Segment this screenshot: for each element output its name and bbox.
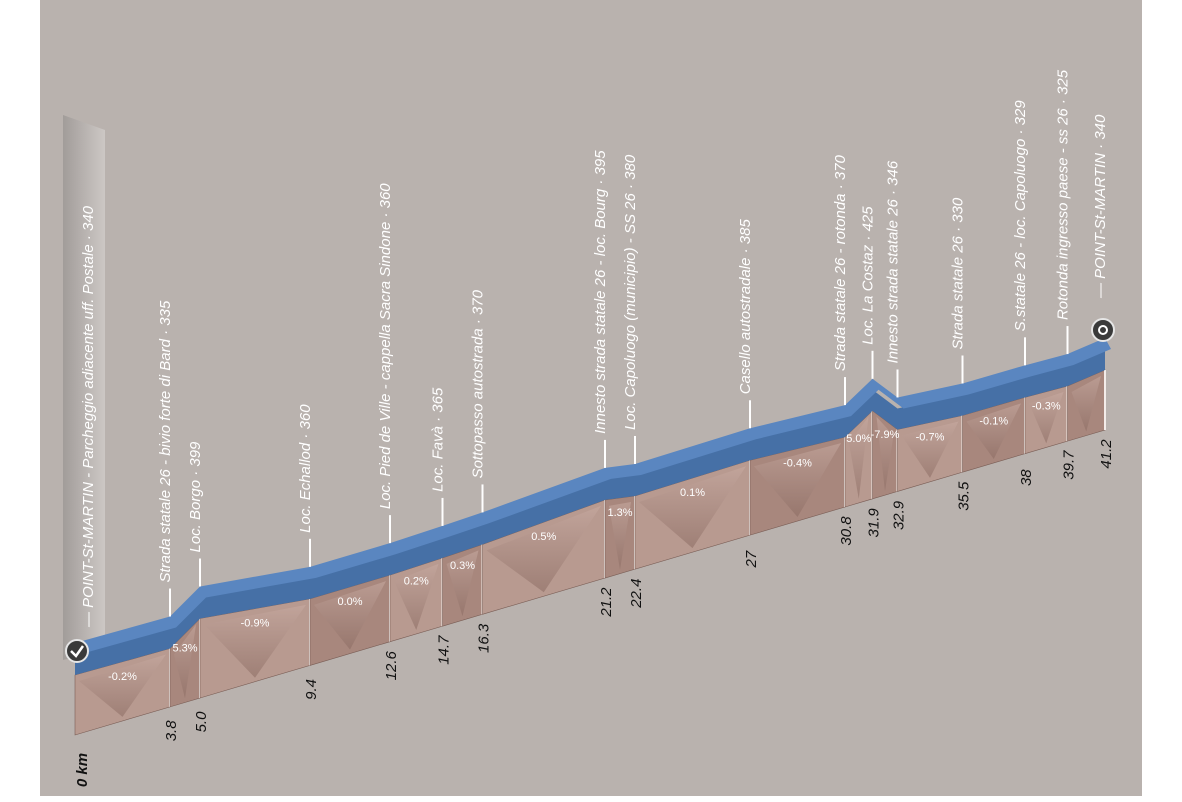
km-label-8: 22.4: [628, 579, 645, 609]
km-label-13: 35.5: [956, 481, 973, 511]
gradient-label-12: -7.9%: [871, 429, 900, 441]
waypoint-label-9: Casello autostradale · 385: [737, 219, 754, 395]
gradient-segment-shade-12: [876, 416, 894, 492]
waypoint-labels: — POINT-St-MARTIN - Parcheggio adiacente…: [80, 69, 1109, 628]
start-marker-icon: [65, 639, 89, 663]
gradient-segment-shade-16: [1071, 376, 1101, 432]
gradient-labels: -0.2% 5.3% -0.9% 0.0% 0.2% 0.3% 0.5% 1.3% 0.1% -0…: [108, 401, 1061, 683]
km-label-14: 38: [1018, 469, 1035, 486]
gradient-label-2: 5.3%: [172, 643, 197, 655]
route-ribbon: [75, 338, 1111, 675]
gradient-label-15: -0.3%: [1032, 401, 1061, 413]
gradient-segment-shade-9: [639, 466, 746, 549]
gradient-label-8: 1.3%: [607, 507, 632, 519]
gradient-segment-shade-10: [754, 443, 841, 518]
waypoint-label-2: Loc. Borgo · 399: [187, 441, 204, 553]
gradient-label-11: 5.0%: [846, 433, 871, 445]
gradient-label-4: 0.0%: [337, 596, 362, 608]
km-label-4: 12.6: [383, 650, 400, 680]
waypoint-label-16: — POINT-St-MARTIN · 340: [1092, 114, 1109, 299]
km-start-label: 0 km: [74, 753, 91, 787]
km-label-11: 31.9: [866, 508, 883, 538]
gradient-segment-shade-15: [1029, 392, 1064, 444]
gradient-segment-shade-6: [446, 550, 479, 617]
gradient-label-9: 0.1%: [680, 487, 705, 499]
waypoint-label-3: Loc. Echallod · 360: [297, 404, 314, 533]
km-label-3: 9.4: [303, 679, 320, 700]
gradient-label-10: -0.4%: [783, 458, 812, 470]
gradient-label-14: -0.1%: [979, 415, 1008, 427]
waypoint-label-10: Strada statale 26 - rotonda · 370: [832, 154, 849, 371]
gradient-label-1: -0.2%: [108, 671, 137, 683]
gradient-segment-shade-4: [314, 581, 386, 650]
waypoint-label-14: S.statale 26 - loc. Capoluogo · 329: [1012, 100, 1029, 332]
waypoint-label-8: Loc. Capoluogo (municipio) - SS 26 · 380: [622, 154, 639, 430]
waypoint-label-5: Loc. Favà · 365: [430, 387, 447, 492]
km-label-9: 27: [743, 550, 760, 568]
waypoint-label-13: Strada statale 26 · 330: [950, 197, 967, 349]
gradient-segment-shade-7: [486, 505, 601, 593]
gradient-segment-shade-3: [204, 604, 306, 678]
gradient-segment-shade-14: [966, 403, 1021, 459]
route-ribbon-front: [75, 349, 1105, 675]
waypoint-label-1: Strada statale 26 - bivio forte di Bard …: [157, 300, 174, 582]
finish-ring-icon: [1098, 325, 1108, 335]
km-label-7: 21.2: [598, 587, 615, 618]
gradient-segment-shade-11: [849, 416, 869, 499]
km-label-10: 30.8: [838, 516, 855, 546]
start-finish-markers: [65, 318, 1115, 663]
km-label-12: 32.9: [891, 500, 908, 530]
gradient-label-3: -0.9%: [241, 618, 270, 630]
gradient-segments: [74, 369, 1106, 736]
gradient-label-6: 0.3%: [450, 560, 475, 572]
gradient-label-7: 0.5%: [531, 531, 556, 543]
finish-marker-icon: [1091, 318, 1115, 342]
gradient-segment-shade-2: [174, 624, 196, 699]
waypoint-label-12: Innesto strada statale 26 · 346: [885, 160, 902, 363]
waypoint-label-6: Sottopasso autostrada · 370: [470, 289, 487, 478]
waypoint-label-15: Rotonda ingresso paese - ss 26 · 325: [1055, 69, 1072, 320]
gradient-segment-shade-5: [394, 563, 439, 630]
km-label-16: 41.2: [1098, 439, 1115, 469]
route-ribbon-top: [75, 338, 1111, 654]
start-wall-panel: [63, 115, 105, 660]
km-label-5: 14.7: [436, 635, 453, 665]
waypoint-label-11: Loc. La Costaz · 425: [860, 206, 877, 345]
km-label-2: 5.0: [193, 711, 210, 733]
km-label-1: 3.8: [163, 720, 180, 742]
km-label-15: 39.7: [1061, 450, 1078, 480]
gradient-segment-shade-13: [901, 421, 959, 478]
waypoint-label-7: Innesto strada statale 26 - loc. Bourg ·…: [592, 150, 609, 434]
waypoint-label-0: — POINT-St-MARTIN - Parcheggio adiacente…: [80, 205, 97, 628]
km-label-6: 16.3: [476, 623, 493, 653]
waypoint-label-4: Loc. Pied de Ville - cappella Sacra Sind…: [377, 183, 394, 509]
start-check-icon: [70, 645, 85, 658]
gradient-segment-shade-1: [79, 654, 166, 717]
distance-labels: 3.8 5.0 9.4 12.6 14.7 16.3 21.2 22.4 27 30.8 31.9 3…: [74, 439, 1115, 787]
start-wall: [63, 115, 105, 660]
gradient-label-5: 0.2%: [404, 576, 429, 588]
gradient-segment-shade-8: [609, 501, 631, 570]
gradient-label-13: -0.7%: [916, 431, 945, 443]
